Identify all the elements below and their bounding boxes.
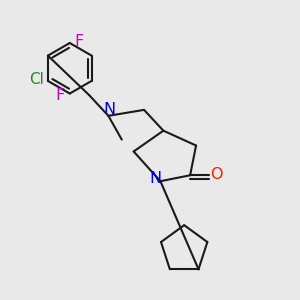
Text: F: F: [75, 34, 84, 49]
Text: F: F: [56, 88, 65, 103]
Text: N: N: [104, 102, 116, 117]
Text: O: O: [210, 167, 222, 182]
Text: N: N: [149, 171, 161, 186]
Text: Cl: Cl: [29, 72, 44, 87]
